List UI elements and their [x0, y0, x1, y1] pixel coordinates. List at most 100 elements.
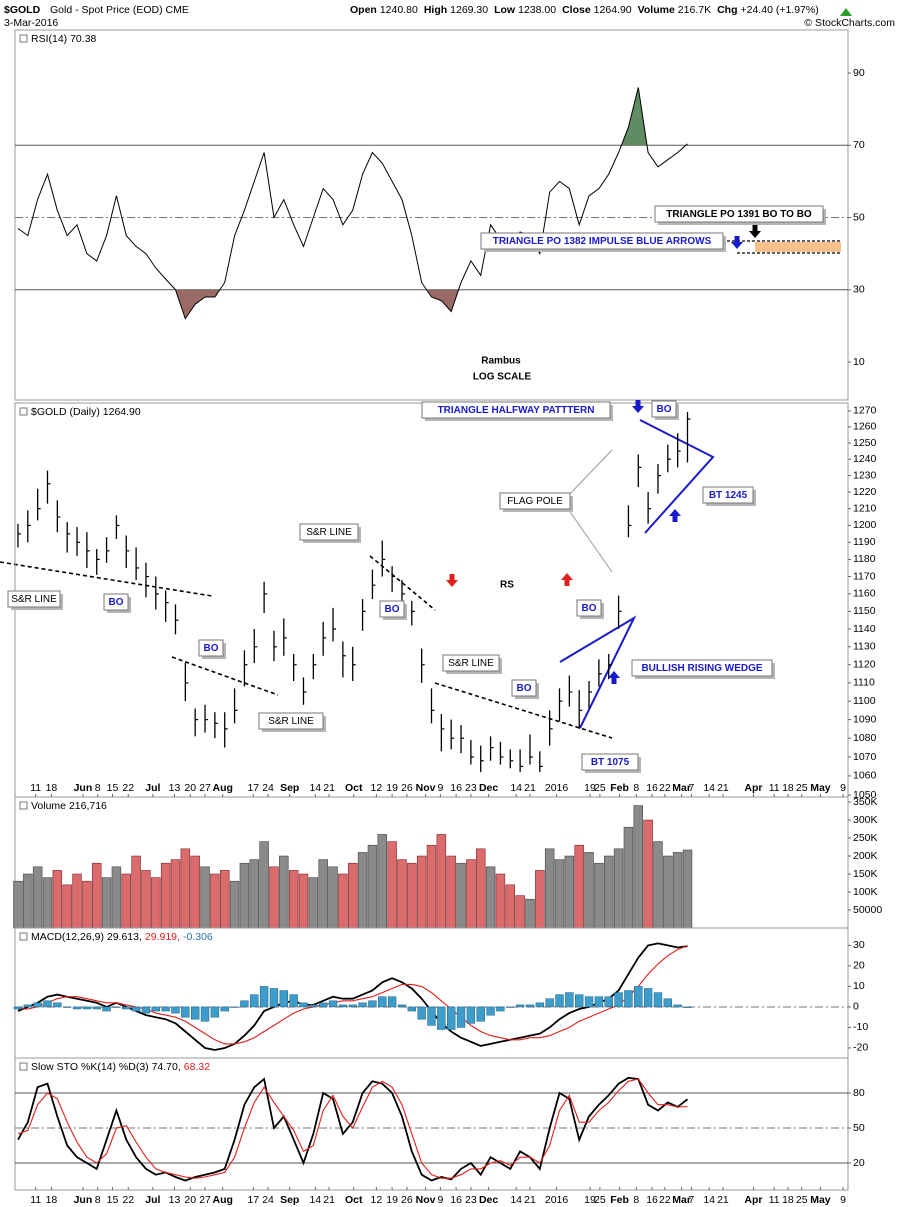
x-tick-label: 11 [769, 1194, 780, 1206]
volume-bar [377, 834, 387, 929]
annotation: LOG SCALE [473, 372, 532, 383]
arrow [561, 573, 573, 586]
x-tick-label: 17 [247, 1194, 259, 1206]
x-tick-label: 11 [769, 782, 780, 794]
volume-bar [298, 873, 309, 929]
callout-box [103, 593, 129, 611]
volume-bar [574, 844, 584, 929]
histogram-bar [427, 1006, 436, 1026]
histogram-bar [230, 1006, 239, 1008]
histogram-bar [171, 1006, 180, 1014]
volume-bar [229, 880, 240, 929]
histogram-bar [447, 1006, 456, 1030]
quote-value: 1240.80 [380, 4, 418, 16]
x-tick-label: 24 [262, 782, 274, 794]
x-tick-label: 9 [840, 782, 846, 794]
panel-icon [19, 1062, 28, 1071]
volume-bar [190, 855, 200, 929]
histogram-bar [220, 1006, 229, 1012]
y-tick-label: 1160 [853, 588, 876, 600]
histogram-bar [279, 990, 288, 1008]
y-tick-label: 90 [853, 67, 865, 79]
volume-bar [672, 852, 683, 929]
histogram-bar [92, 1006, 101, 1010]
volume-bar [160, 862, 171, 929]
y-tick-label: 1240 [853, 453, 877, 465]
y-tick-label: 80 [853, 1087, 865, 1099]
date: 3-Mar-2016 [4, 17, 58, 29]
x-tick-label: 14 [510, 1194, 522, 1206]
histogram-bar [190, 1006, 200, 1020]
quote-label: Chg [717, 4, 737, 16]
quote-label: Open [350, 4, 377, 16]
histogram-bar [456, 1006, 466, 1028]
histogram-bar [141, 1006, 151, 1014]
x-tick-label: 22 [122, 782, 134, 794]
x-tick-label: 18 [782, 782, 794, 794]
histogram-bar [397, 1004, 407, 1008]
callout-box [702, 486, 754, 504]
x-tick-label: Jun [74, 1194, 93, 1206]
x-tick-label: 9 [437, 782, 443, 794]
x-tick-label: 8 [95, 1194, 101, 1206]
volume-bar [210, 873, 220, 929]
histogram-bar [545, 998, 554, 1008]
y-tick-label: 350K [853, 796, 878, 808]
histogram-bar [476, 1006, 485, 1022]
volume-bar [633, 805, 644, 929]
x-tick-label: Mar [672, 782, 691, 794]
histogram-bar [387, 996, 397, 1008]
x-tick-label: 16 [450, 1194, 462, 1206]
annotation: BO [204, 643, 219, 654]
volume-bar [505, 884, 516, 929]
volume-bar [111, 866, 122, 929]
arrow [731, 236, 743, 249]
y-tick-label: 1250 [853, 437, 877, 449]
x-tick-label: 14 [510, 782, 522, 794]
y-tick-label: 50 [853, 211, 865, 223]
overbought-fill [621, 87, 688, 146]
volume-bar [318, 859, 328, 929]
volume-bar [653, 841, 663, 929]
histogram-bar [131, 1006, 141, 1012]
volume-bar [357, 852, 368, 929]
volume-bar [328, 866, 338, 929]
x-tick-label: Jul [145, 1194, 160, 1206]
x-tick-label: Dec [479, 1194, 498, 1206]
x-tick-label: 18 [46, 782, 58, 794]
volume-bar [623, 826, 634, 929]
x-tick-label: 19 [386, 1194, 398, 1206]
x-tick-label: 16 [450, 782, 462, 794]
histogram-bar [535, 1002, 544, 1008]
x-tick-label: 18 [782, 1194, 794, 1206]
x-tick-label: 26 [401, 1194, 413, 1206]
callout-box [480, 232, 724, 250]
y-tick-label: 50000 [853, 904, 882, 916]
y-tick-label: 1270 [853, 405, 877, 417]
volume-bar [466, 859, 476, 929]
x-tick-label: 13 [169, 1194, 181, 1206]
annotation: BO [109, 597, 124, 608]
panel [14, 29, 849, 401]
volume-bar [121, 873, 131, 929]
x-tick-label: Aug [213, 1194, 233, 1206]
x-tick-label: Jun [74, 782, 93, 794]
sr-line [171, 656, 279, 696]
histogram-bar [62, 1006, 72, 1008]
oversold-fill [17, 289, 688, 319]
histogram-bar [437, 1006, 446, 1030]
x-tick-label: 22 [659, 1194, 671, 1206]
histogram-bar [515, 1004, 525, 1008]
arrow [669, 509, 681, 522]
histogram-bar [653, 992, 663, 1008]
histogram-bar [506, 1006, 515, 1008]
histogram-bar [614, 992, 623, 1008]
annotation: S&R LINE [268, 716, 314, 727]
annotation: TRIANGLE HALFWAY PATTTERN [438, 405, 595, 416]
y-tick-label: 0 [853, 1001, 859, 1013]
callout-box [654, 205, 824, 223]
x-tick-label: Dec [479, 782, 498, 794]
histogram-bar [161, 1006, 170, 1012]
